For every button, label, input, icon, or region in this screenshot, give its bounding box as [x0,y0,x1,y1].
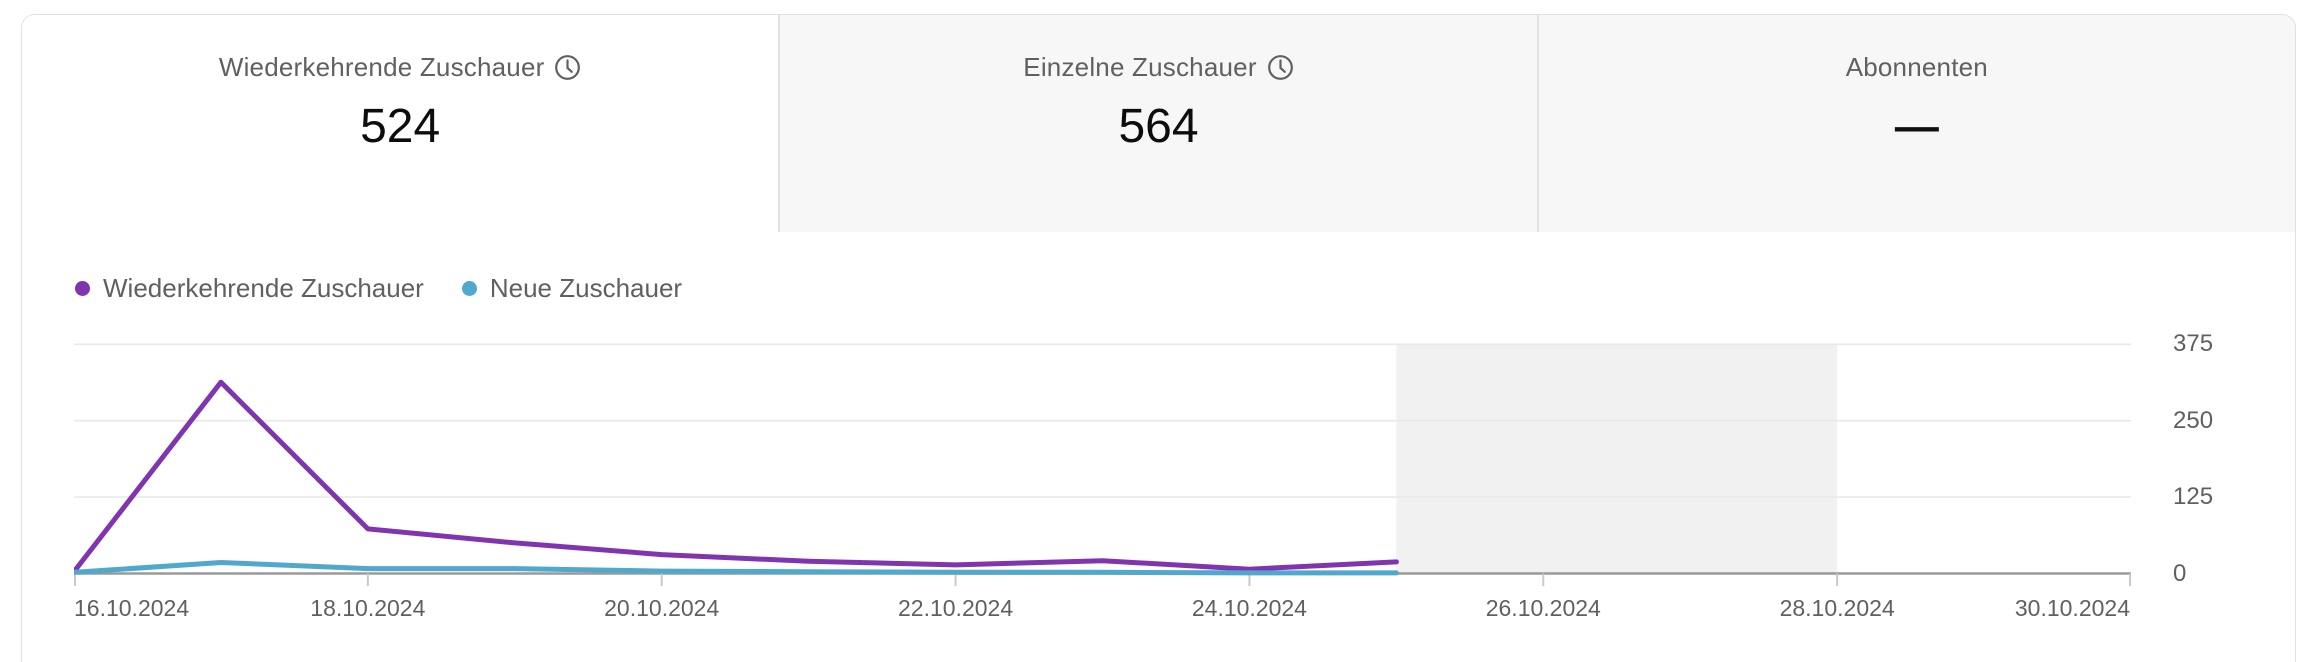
legend-item-returning-viewers: Wiederkehrende Zuschauer [75,273,424,304]
y-axis-label: 250 [2173,406,2214,434]
x-axis-label: 30.10.2024 [2014,595,2130,621]
legend-item-new-viewers: Neue Zuschauer [461,273,683,304]
tab-head: Abonnenten [1846,51,1988,83]
series-line-wiederkehrende-zuschauer [72,379,1399,573]
legend-label: Wiederkehrende Zuschauer [103,273,424,303]
future-period-band [1396,344,1838,574]
tab-head: Einzelne Zuschauer [1023,51,1293,83]
clock-icon [1267,54,1293,80]
x-axis-label: 22.10.2024 [898,595,1014,621]
metric-value: 564 [1118,100,1199,153]
line-chart-plot-area[interactable] [72,339,2132,591]
legend-dot-blue [461,281,477,296]
chart-svg [72,343,2131,586]
analytics-card: Wiederkehrende Zuschauer 524 Einzelne Zu… [21,14,2296,662]
x-axis-label: 18.10.2024 [310,595,426,621]
y-axis-label: 125 [2173,483,2214,511]
legend-label: Neue Zuschauer [489,273,683,303]
y-axis-label: 375 [2173,330,2214,358]
x-axis-labels: 16.10.2024 18.10.2024 20.10.2024 22.10.2024… [22,595,2295,627]
metric-value: 524 [360,100,441,153]
x-axis-label: 28.10.2024 [1779,595,1895,621]
tab-abonnenten[interactable]: Abonnenten — [1536,15,2295,232]
series-line-neue-zuschauer [72,560,1399,576]
legend-dot-purple [75,281,90,296]
x-axis-label: 26.10.2024 [1485,595,1601,621]
tab-label: Abonnenten [1845,51,1988,82]
x-axis-label: 24.10.2024 [1191,595,1307,621]
metric-value-dash: — [1894,102,1939,151]
x-axis-label: 20.10.2024 [604,595,720,621]
tab-label: Einzelne Zuschauer [1023,51,1257,82]
tab-label: Wiederkehrende Zuschauer [218,51,545,82]
clock-icon [555,54,581,80]
metric-tab-strip: Wiederkehrende Zuschauer 524 Einzelne Zu… [22,15,2295,232]
tab-wiederkehrende-zuschauer[interactable]: Wiederkehrende Zuschauer 524 [22,15,779,232]
tab-head: Wiederkehrende Zuschauer [219,51,582,83]
tab-einzelne-zuschauer[interactable]: Einzelne Zuschauer 564 [778,15,1537,232]
y-axis-label: 0 [2173,559,2187,587]
chart-legend: Wiederkehrende Zuschauer Neue Zuschauer [75,273,682,304]
y-axis-labels: 0 125 250 375 [2173,15,2283,662]
x-axis-label: 16.10.2024 [74,595,190,621]
